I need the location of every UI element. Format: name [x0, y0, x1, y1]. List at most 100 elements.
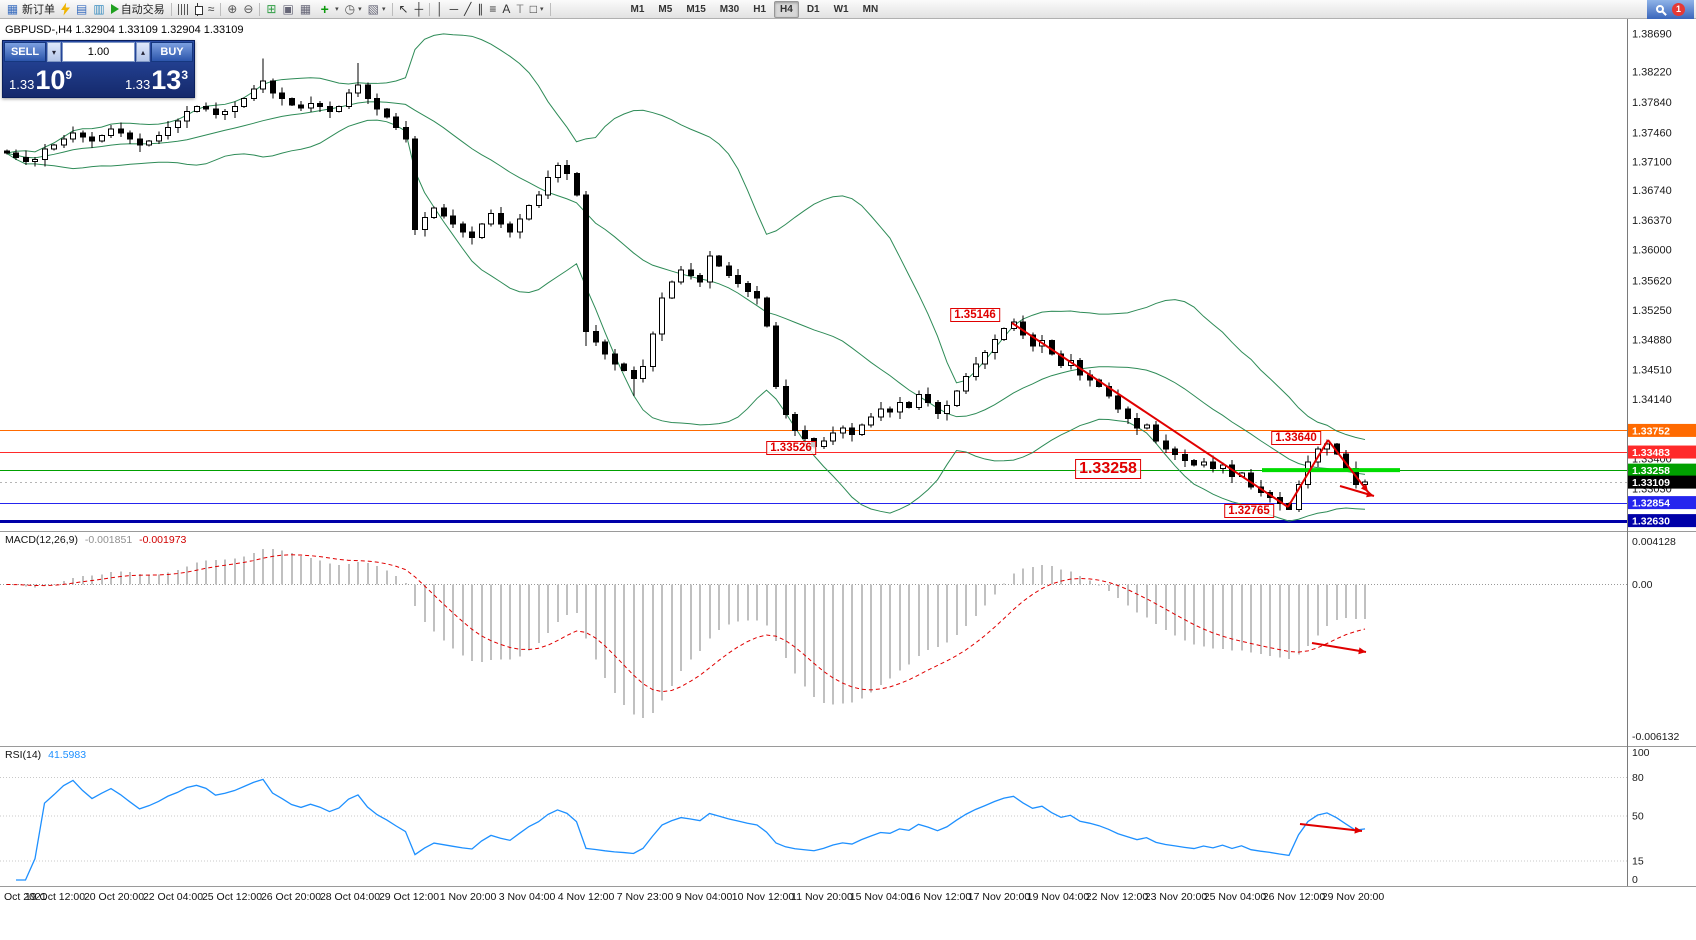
rsi-axis-label: 15 — [1632, 855, 1644, 867]
buy-price[interactable]: 1.33 13 3 — [125, 65, 188, 95]
price-annotation[interactable]: 1.33526 — [766, 441, 816, 455]
time-label: 26 Oct 20:00 — [260, 891, 322, 903]
fibonacci-icon[interactable]: ≡ — [486, 1, 499, 18]
tile-windows-icon[interactable]: ⊞ — [263, 1, 279, 18]
indicators-button[interactable]: + ▾ — [314, 1, 342, 18]
macd-indicator-label: MACD(12,26,9) -0.001851 -0.001973 — [5, 534, 186, 546]
auto-arrange-icon[interactable]: ▦ — [297, 1, 314, 18]
price-axis-label: 1.37840 — [1632, 97, 1672, 109]
toolbar-search[interactable]: 1 — [1647, 0, 1694, 19]
toolbar-separator — [170, 2, 172, 16]
bar-chart-icon[interactable] — [175, 1, 191, 18]
chevron-down-icon: ▾ — [539, 6, 544, 13]
rsi-canvas[interactable]: 100 80 50 15 0 — [0, 746, 1696, 886]
price-axis-label: 1.36740 — [1632, 185, 1672, 197]
trendline-icon[interactable]: ╱ — [461, 1, 474, 18]
bolt-icon — [61, 2, 70, 16]
time-label: Oct 2021 — [4, 891, 47, 903]
price-axis-label: 1.36000 — [1632, 245, 1672, 257]
time-label: 15 Nov 04:00 — [849, 891, 913, 903]
price-chart-canvas[interactable]: 1.38690 1.38220 1.37840 1.37460 1.37100 1.367… — [0, 19, 1696, 531]
auto-arrange-icon-glyph: ▦ — [299, 2, 312, 16]
line-chart-icon[interactable]: ≈ — [205, 1, 218, 18]
trendline-icon-glyph: ╱ — [464, 2, 472, 16]
volume-input[interactable] — [62, 42, 135, 62]
timeframe-m1[interactable]: M1 — [630, 3, 645, 15]
macd-panel[interactable]: 0.004128 0.00 -0.006132 MACD(12,26,9) -0.0… — [0, 531, 1696, 746]
crosshair-icon[interactable]: ┼ — [412, 1, 427, 18]
price-annotation[interactable]: 1.35146 — [950, 308, 1000, 322]
sell-price-big: 10 — [35, 65, 66, 95]
volume-down-button[interactable]: ▾ — [47, 42, 61, 62]
price-axis-label: 1.34880 — [1632, 335, 1672, 347]
zoom-in-icon[interactable]: ⊕ — [224, 1, 240, 18]
sell-button[interactable]: SELL — [4, 42, 46, 62]
time-label: 29 Nov 20:00 — [1321, 891, 1385, 903]
chevron-down-icon: ▾ — [358, 6, 362, 13]
shapes-button[interactable]: □ ▾ — [527, 1, 547, 18]
price-axis-label: 1.34140 — [1632, 394, 1672, 406]
price-annotation[interactable]: 1.33258 — [1075, 459, 1141, 479]
support-segment[interactable] — [1262, 468, 1400, 473]
sell-price[interactable]: 1.33 10 9 — [9, 65, 72, 95]
timeframe-h4[interactable]: H4 — [774, 0, 799, 18]
cursor-icon[interactable]: ↖ — [396, 1, 412, 18]
price-axis-flag-label: 1.33483 — [1632, 447, 1670, 459]
timeframe-m5[interactable]: M5 — [658, 3, 673, 15]
templates-button[interactable]: ▧ ▾ — [365, 1, 389, 18]
timeframe-m15[interactable]: M15 — [686, 3, 706, 15]
zoom-out-icon[interactable]: ⊖ — [240, 1, 256, 18]
main-chart[interactable]: 1.38690 1.38220 1.37840 1.37460 1.37100 1.367… — [0, 19, 1696, 531]
one-click-trading-panel: SELL ▾ ▴ BUY 1.33 10 9 1.33 13 3 — [2, 40, 195, 98]
trend-line[interactable] — [1011, 322, 1289, 508]
time-label: 22 Oct 04:00 — [142, 891, 204, 903]
time-label: 20 Oct 20:00 — [83, 891, 145, 903]
horizontal-line-icon[interactable]: ─ — [447, 1, 462, 18]
new-order-button[interactable]: ▦ 新订单 — [2, 1, 58, 18]
time-label: 4 Nov 12:00 — [557, 891, 615, 903]
time-label: 19 Oct 12:00 — [24, 891, 86, 903]
plus-icon: + — [320, 1, 329, 17]
price-annotation[interactable]: 1.33640 — [1271, 431, 1321, 445]
text-icon[interactable]: A — [499, 1, 513, 18]
neworder-icon: ▦ — [6, 2, 19, 16]
candlestick-chart-icon[interactable] — [191, 1, 205, 18]
buy-price-base: 1.33 — [124, 77, 151, 92]
buy-price-sup: 3 — [181, 68, 188, 82]
timeframe-mn[interactable]: MN — [862, 3, 879, 15]
autotrading-button[interactable]: 自动交易 — [108, 1, 168, 18]
macd-canvas[interactable]: 0.004128 0.00 -0.006132 — [0, 531, 1696, 746]
timeframe-d1[interactable]: D1 — [806, 3, 820, 15]
rsi-panel[interactable]: 100 80 50 15 0 RSI(14) 41.5983 — [0, 746, 1696, 886]
market-watch-icon[interactable]: ▤ — [73, 1, 90, 18]
vertical-line-icon[interactable]: │ — [433, 1, 447, 18]
notification-badge[interactable]: 1 — [1672, 2, 1685, 16]
price-axis-label: 1.38690 — [1632, 28, 1672, 40]
macd-signal-value: -0.001973 — [139, 534, 187, 546]
toolbar-separator — [549, 2, 551, 16]
label-icon[interactable]: T — [513, 1, 526, 18]
navigator-icon[interactable]: ▥ — [90, 1, 107, 18]
rsi-value: 41.5983 — [48, 749, 87, 761]
price-axis-flag — [1628, 514, 1696, 528]
fibonacci-icon-glyph: ≡ — [489, 2, 497, 16]
rsi-axis-label: 0 — [1632, 874, 1638, 886]
price-axis-flag — [1628, 445, 1696, 459]
macd-name: MACD(12,26,9) — [5, 534, 78, 546]
one-click-trading-icon[interactable] — [58, 1, 73, 18]
timeframe-buttons: M1 M5 M15 M30 H1 H4 D1 W1 MN — [624, 0, 886, 18]
volume-up-button[interactable]: ▴ — [136, 42, 150, 62]
timeframe-m30[interactable]: M30 — [719, 3, 740, 15]
cascade-windows-icon[interactable]: ▣ — [279, 1, 296, 18]
timeframe-h1[interactable]: H1 — [753, 3, 767, 15]
autotrading-button-label: 自动交易 — [120, 4, 165, 16]
periods-button[interactable]: ◷ ▾ — [342, 1, 365, 18]
buy-button[interactable]: BUY — [151, 42, 193, 62]
time-axis: Oct 2021 19 Oct 12:00 20 Oct 20:00 22 Oct 0… — [0, 886, 1696, 908]
search-icon[interactable] — [1656, 5, 1664, 13]
price-annotation[interactable]: 1.32765 — [1224, 504, 1274, 518]
time-label: 22 Nov 12:00 — [1085, 891, 1149, 903]
timeframe-w1[interactable]: W1 — [833, 3, 849, 15]
channel-icon[interactable]: ∥ — [474, 1, 486, 18]
trend-line[interactable] — [1287, 439, 1329, 508]
